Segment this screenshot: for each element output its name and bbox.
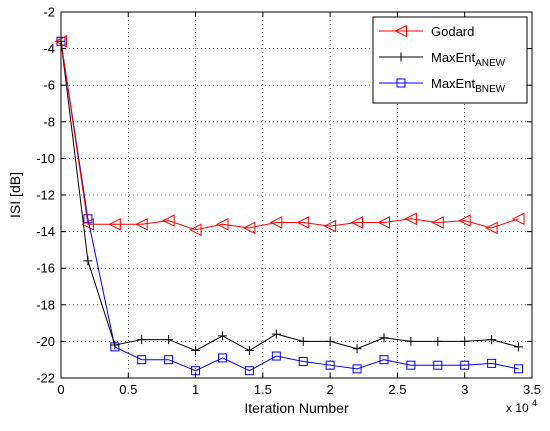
data-point-maxent-bnew [460, 360, 470, 370]
series-godard [54, 34, 525, 237]
series-maxent-anew [56, 36, 524, 356]
y-tick-label: -22 [36, 371, 55, 386]
data-point-maxent-anew [433, 336, 443, 346]
y-tick-label: -12 [36, 188, 55, 203]
x-tick-label: 1.5 [254, 382, 272, 397]
data-point-maxent-anew [514, 342, 524, 352]
legend-item-maxent-anew: MaxEntANEW [379, 50, 506, 69]
x-tick-label: 2 [327, 382, 334, 397]
data-point-godard [485, 221, 498, 235]
data-point-godard [135, 217, 148, 231]
data-point-maxent-bnew [325, 360, 335, 370]
y-tick-label: -14 [36, 224, 55, 239]
data-point-maxent-bnew [406, 360, 416, 370]
data-point-maxent-bnew [487, 358, 497, 368]
legend-marker [394, 24, 407, 38]
legend-label-text: MaxEnt [431, 50, 475, 65]
data-point-maxent-anew [460, 336, 470, 346]
data-point-maxent-bnew [271, 351, 281, 361]
data-point-godard [188, 223, 202, 237]
data-point-maxent-bnew [137, 355, 147, 365]
y-tick-label: -20 [36, 334, 55, 349]
x-tick-label: 0 [57, 382, 64, 397]
x-tick-label: 0.5 [119, 382, 137, 397]
data-point-maxent-anew [271, 329, 281, 339]
x-axis-multiplier: x 10 4 [506, 398, 537, 415]
data-point-maxent-bnew [352, 364, 362, 374]
legend-label-subscript: ANEW [475, 58, 506, 69]
data-point-maxent-anew [487, 335, 497, 345]
y-axis-label: ISI [dB] [7, 172, 23, 218]
y-tick-label: -18 [36, 297, 55, 312]
y-tick-label: -16 [36, 261, 55, 276]
data-point-maxent-anew [406, 336, 416, 346]
legend-marker [396, 78, 406, 88]
data-point-godard [81, 217, 94, 231]
data-point-godard [350, 216, 364, 229]
data-point-maxent-anew [298, 336, 308, 346]
data-point-godard [269, 216, 283, 229]
data-point-maxent-anew [137, 335, 147, 345]
data-point-godard [404, 212, 417, 226]
data-point-maxent-anew [325, 336, 335, 346]
data-point-maxent-anew [191, 346, 201, 356]
data-point-godard [242, 221, 256, 235]
data-point-maxent-anew [352, 344, 362, 354]
data-point-maxent-anew [110, 340, 120, 350]
data-point-godard [162, 214, 175, 227]
data-point-godard [458, 214, 471, 227]
data-point-godard [323, 219, 337, 233]
data-point-godard [377, 216, 390, 229]
legend-label-text: Godard [431, 24, 474, 39]
data-point-maxent-bnew [433, 360, 443, 370]
data-point-godard [108, 217, 121, 231]
data-point-godard [511, 212, 525, 226]
x-tick-label: 3 [461, 382, 468, 397]
axis-ticks [60, 11, 533, 379]
legend-label-subscript: BNEW [475, 84, 506, 95]
x-multiplier-exponent: 4 [532, 398, 537, 408]
data-point-maxent-bnew [164, 355, 174, 365]
x-tick-label: 3.5 [523, 382, 541, 397]
legend-item-godard: Godard [379, 24, 474, 39]
x-tick-label: 1 [192, 382, 199, 397]
data-point-maxent-anew [217, 331, 227, 341]
data-point-maxent-anew [379, 333, 389, 343]
data-point-maxent-bnew [244, 366, 254, 376]
y-tick-label: -10 [36, 151, 55, 166]
y-tick-label: -8 [43, 114, 55, 129]
legend-item-maxent-bnew: MaxEntBNEW [379, 76, 506, 95]
series-layer [54, 34, 525, 376]
y-tick-label: -6 [43, 78, 55, 93]
data-point-maxent-bnew [514, 364, 524, 374]
data-point-godard [296, 216, 310, 229]
x-axis-label: Iteration Number [244, 400, 349, 416]
x-multiplier-base: x 10 [506, 401, 529, 415]
legend-label: Godard [431, 24, 474, 39]
data-point-godard [431, 216, 444, 229]
x-tick-label: 2.5 [388, 382, 406, 397]
y-tick-label: -2 [43, 5, 55, 20]
data-point-maxent-bnew [379, 355, 389, 365]
data-point-maxent-anew [83, 256, 93, 266]
y-tick-label: -4 [43, 41, 55, 56]
data-point-maxent-anew [244, 346, 254, 356]
legend-label: MaxEntBNEW [431, 76, 506, 95]
data-point-godard [215, 217, 229, 231]
legend-label: MaxEntANEW [431, 50, 506, 69]
axis-tick-labels: 0 0.5 1 1.5 2 2.5 3 3.5 -22 -20 -18 -16 -14 -12 -10 -8 -… [36, 5, 541, 398]
legend-marker [396, 52, 406, 62]
data-point-maxent-bnew [217, 353, 227, 363]
legend-label-text: MaxEnt [431, 76, 475, 91]
data-point-maxent-anew [164, 335, 174, 345]
data-point-maxent-bnew [298, 357, 308, 367]
